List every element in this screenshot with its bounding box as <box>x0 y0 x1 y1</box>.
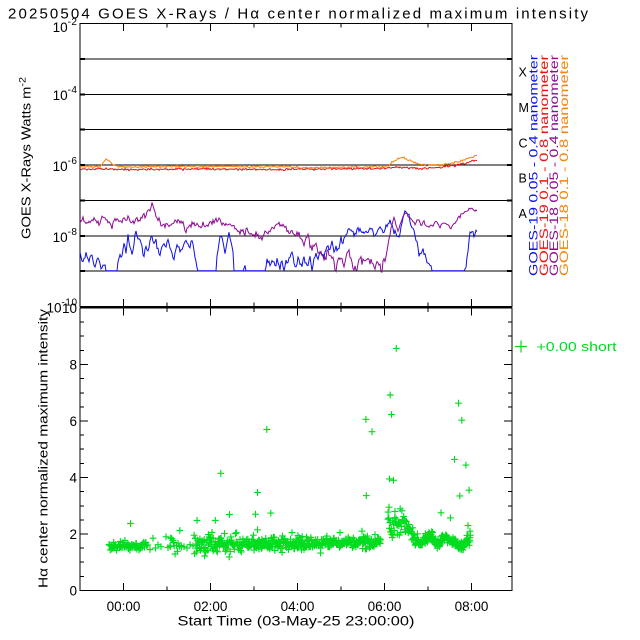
svg-text:+0.00 short: +0.00 short <box>537 339 617 354</box>
svg-text:GOES-19 0.05 - 0.4 nanometer: GOES-19 0.05 - 0.4 nanometer <box>527 55 541 276</box>
svg-text:0: 0 <box>69 583 77 598</box>
svg-text:10: 10 <box>62 301 77 316</box>
svg-text:M: M <box>519 101 529 115</box>
svg-text:X: X <box>519 66 528 80</box>
svg-text:4: 4 <box>69 470 77 485</box>
svg-text:GOES-18 0.1 - 0.8 nanometer: GOES-18 0.1 - 0.8 nanometer <box>557 55 571 276</box>
svg-text:GOES-19 0.1 - 0.8 nanometer: GOES-19 0.1 - 0.8 nanometer <box>537 55 551 276</box>
svg-text:GOES-18 0.05 - 0.4 nanometer: GOES-18 0.05 - 0.4 nanometer <box>547 55 561 276</box>
svg-text:00:00: 00:00 <box>107 599 141 614</box>
svg-text:Start Time (03-May-25 23:00:00: Start Time (03-May-25 23:00:00) <box>178 614 415 629</box>
svg-text:GOES X-Rays Watts m-2: GOES X-Rays Watts m-2 <box>18 77 34 239</box>
svg-text:A: A <box>519 207 528 221</box>
svg-text:04:00: 04:00 <box>281 599 315 614</box>
svg-text:6: 6 <box>69 414 77 429</box>
svg-text:02:00: 02:00 <box>194 599 228 614</box>
svg-text:Hα center normalized maximum i: Hα center normalized maximum intensity <box>36 308 51 588</box>
svg-text:08:00: 08:00 <box>455 599 489 614</box>
svg-text:C: C <box>519 136 528 150</box>
svg-text:06:00: 06:00 <box>368 599 402 614</box>
svg-text:2: 2 <box>69 527 77 542</box>
svg-text:8: 8 <box>69 357 77 372</box>
svg-text:B: B <box>519 172 527 186</box>
svg-text:20250504 GOES X-Rays / Hα cent: 20250504 GOES X-Rays / Hα center normali… <box>8 6 589 23</box>
